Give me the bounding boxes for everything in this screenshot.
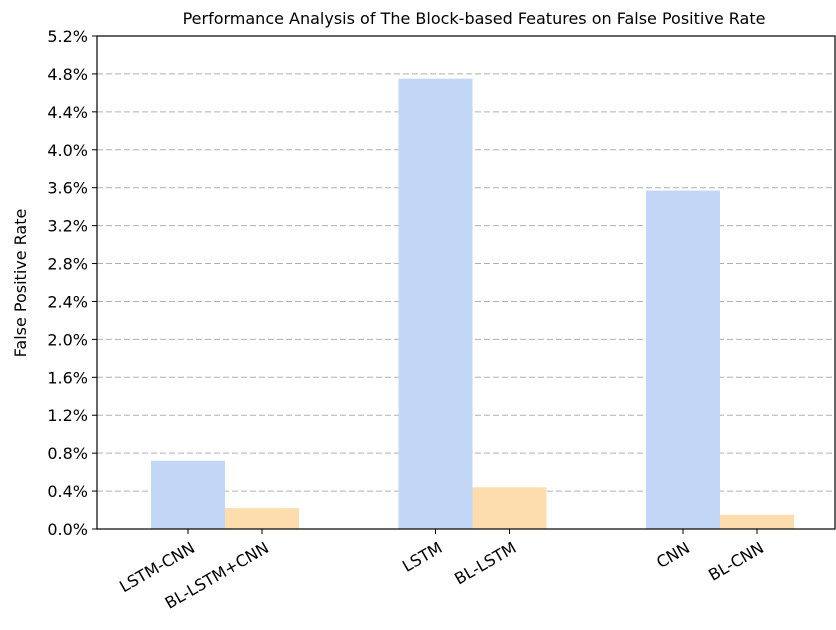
y-tick-label: 1.6%: [47, 368, 88, 387]
y-tick-label: 0.4%: [47, 482, 88, 501]
bar: [398, 78, 473, 530]
chart-title: Performance Analysis of The Block-based …: [183, 9, 766, 28]
bar: [472, 487, 547, 529]
y-tick-label: 3.6%: [47, 179, 88, 198]
y-tick-label: 4.0%: [47, 141, 88, 160]
x-tick-label: BL-LSTM: [451, 538, 519, 588]
y-tick-label: 1.2%: [47, 406, 88, 425]
bar: [646, 190, 720, 529]
x-tick-label: CNN: [653, 538, 693, 572]
y-tick-label: 2.0%: [47, 330, 88, 349]
x-tick-label: LSTM: [399, 538, 445, 576]
y-tick-label: 3.2%: [47, 217, 88, 236]
bar: [151, 460, 225, 529]
y-tick-label: 2.4%: [47, 292, 88, 311]
bar: [225, 508, 299, 529]
y-tick-label: 0.8%: [47, 444, 88, 463]
y-tick-label: 2.8%: [47, 255, 88, 274]
y-tick-label: 4.8%: [47, 65, 88, 84]
plot-frame: [96, 35, 836, 530]
bar: [720, 514, 794, 529]
y-tick-label: 5.2%: [47, 27, 88, 46]
y-tick-label: 4.4%: [47, 103, 88, 122]
y-tick-label: 0.0%: [47, 520, 88, 539]
y-axis-label: False Positive Rate: [11, 209, 30, 358]
x-tick-label: BL-CNN: [705, 538, 767, 585]
